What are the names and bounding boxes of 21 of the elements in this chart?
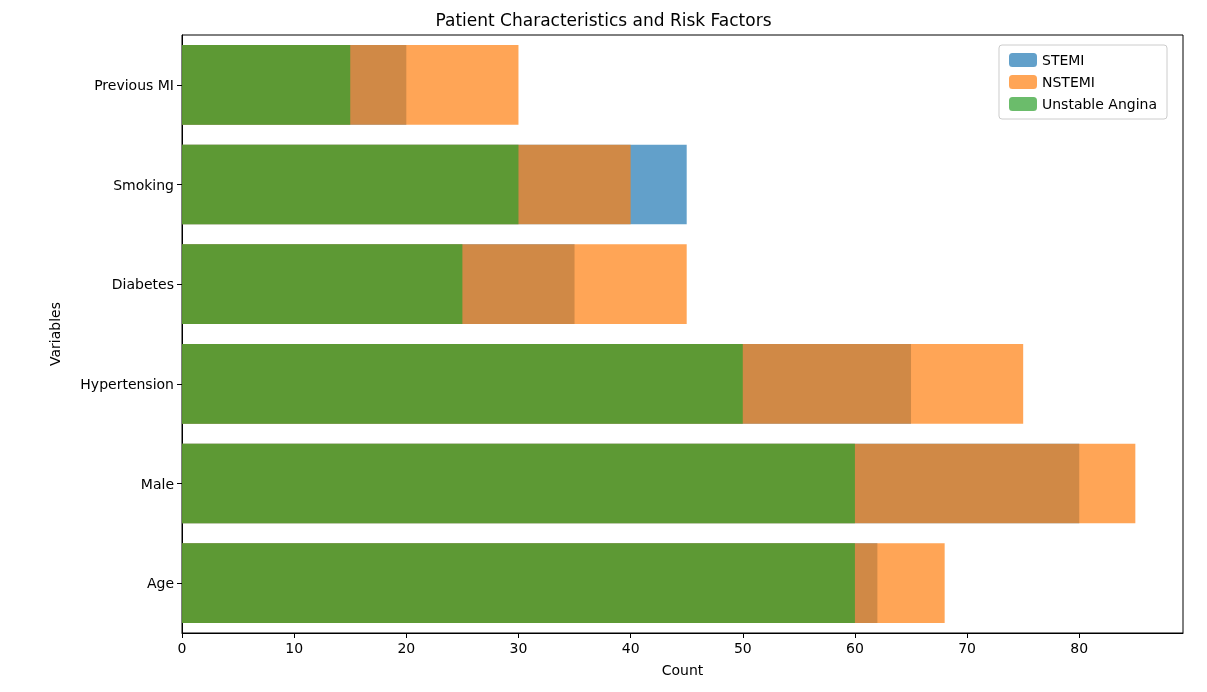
chart-title: Patient Characteristics and Risk Factors: [435, 9, 772, 30]
x-tick-label: 10: [285, 640, 304, 656]
y-axis-title: Variables: [47, 302, 63, 366]
x-tick-label: 20: [397, 640, 416, 656]
x-tick-label: 60: [846, 640, 864, 656]
x-tick-label: 80: [1070, 640, 1089, 656]
legend-label: Unstable Angina: [1042, 96, 1158, 112]
y-tick-label: Previous MI: [94, 76, 174, 93]
x-tick-label: 0: [177, 640, 187, 656]
y-tick-label: Age: [146, 575, 174, 592]
x-tick-label: 40: [621, 640, 640, 656]
legend-label: NSTEMI: [1042, 74, 1095, 90]
y-tick-label: Diabetes: [111, 276, 174, 293]
x-tick-label: 50: [733, 640, 752, 656]
legend-label: STEMI: [1042, 52, 1085, 68]
x-tick-label: 70: [958, 640, 977, 656]
y-tick-label: Smoking: [113, 176, 174, 193]
x-axis-title: Count: [661, 662, 704, 678]
y-tick-label: Male: [140, 475, 174, 492]
y-tick-label: Hypertension: [80, 375, 174, 392]
x-tick-label: 30: [509, 640, 528, 656]
